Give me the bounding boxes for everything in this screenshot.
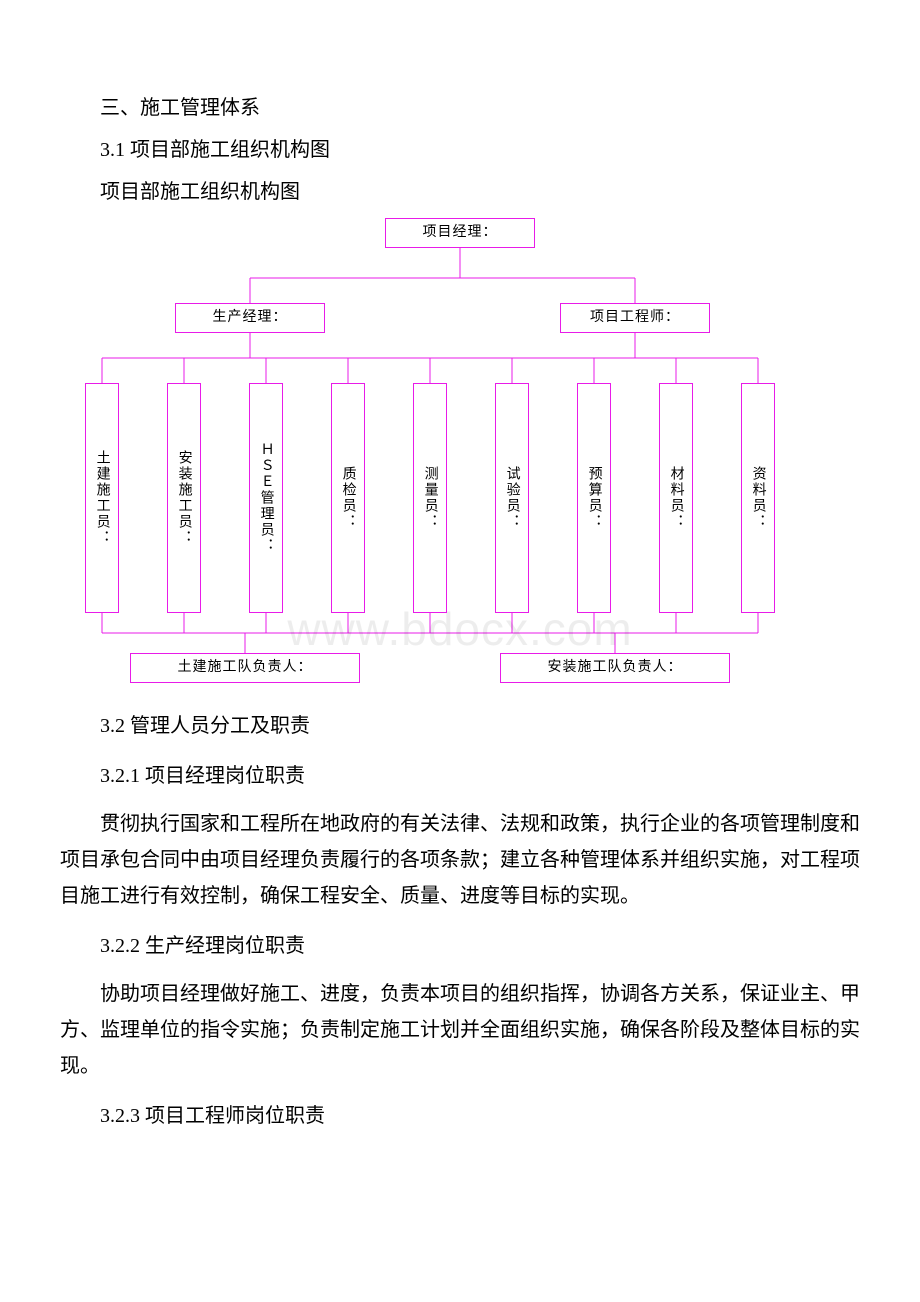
heading-3-2-3: 3.2.3 项目工程师岗位职责 bbox=[60, 1098, 860, 1134]
heading-3-2: 3.2 管理人员分工及职责 bbox=[60, 708, 860, 744]
node-staff-0: 土建施工员： bbox=[85, 383, 119, 613]
node-staff-5: 试验员： bbox=[495, 383, 529, 613]
section-heading: 三、施工管理体系 bbox=[60, 90, 860, 126]
node-staff-3: 质检员： bbox=[331, 383, 365, 613]
heading-3-1: 3.1 项目部施工组织机构图 bbox=[60, 132, 860, 168]
para-3-2-2: 协助项目经理做好施工、进度，负责本项目的组织指挥，协调各方关系，保证业主、甲方、… bbox=[60, 976, 860, 1084]
node-staff-7: 材料员： bbox=[659, 383, 693, 613]
node-staff-2: ＨＳＥ管理员： bbox=[249, 383, 283, 613]
node-project-manager: 项目经理： bbox=[385, 218, 535, 248]
heading-3-2-2: 3.2.2 生产经理岗位职责 bbox=[60, 928, 860, 964]
node-team-civil: 土建施工队负责人： bbox=[130, 653, 360, 683]
node-production-manager: 生产经理： bbox=[175, 303, 325, 333]
node-staff-1: 安装施工员： bbox=[167, 383, 201, 613]
node-staff-8: 资料员： bbox=[741, 383, 775, 613]
node-staff-4: 测量员： bbox=[413, 383, 447, 613]
node-project-engineer: 项目工程师： bbox=[560, 303, 710, 333]
org-chart: www.bdocx.com 项目经理： 生产经理： 项目工程师： 土建施工员： … bbox=[60, 218, 860, 688]
node-team-install: 安装施工队负责人： bbox=[500, 653, 730, 683]
heading-3-2-1: 3.2.1 项目经理岗位职责 bbox=[60, 758, 860, 794]
node-staff-6: 预算员： bbox=[577, 383, 611, 613]
para-3-2-1: 贯彻执行国家和工程所在地政府的有关法律、法规和政策，执行企业的各项管理制度和项目… bbox=[60, 806, 860, 914]
chart-title: 项目部施工组织机构图 bbox=[60, 174, 860, 210]
